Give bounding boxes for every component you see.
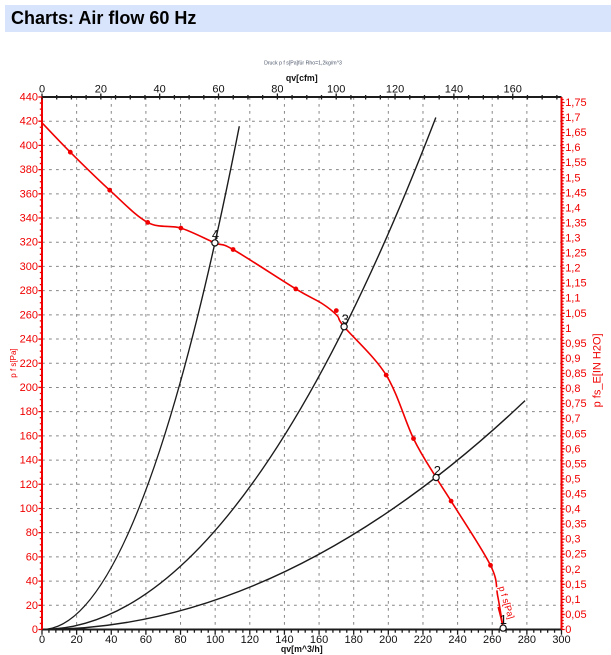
svg-text:qv[cfm]: qv[cfm]: [286, 73, 318, 83]
svg-text:140: 140: [275, 634, 293, 646]
svg-text:40: 40: [154, 84, 166, 96]
svg-text:1,4: 1,4: [565, 202, 580, 214]
svg-text:0,95: 0,95: [565, 338, 586, 350]
svg-text:180: 180: [345, 634, 363, 646]
svg-text:220: 220: [414, 634, 432, 646]
svg-text:Druck p f s[Pa]für Rho=1,2kg/m: Druck p f s[Pa]für Rho=1,2kg/m^3: [264, 61, 342, 67]
svg-text:0,45: 0,45: [565, 488, 586, 500]
svg-text:0,85: 0,85: [565, 368, 586, 380]
svg-text:1,2: 1,2: [565, 263, 580, 275]
svg-text:1,65: 1,65: [565, 127, 586, 139]
svg-text:0,9: 0,9: [565, 353, 580, 365]
svg-text:0,6: 0,6: [565, 443, 580, 455]
svg-text:100: 100: [327, 84, 345, 96]
svg-text:100: 100: [20, 503, 38, 515]
svg-text:0,2: 0,2: [565, 564, 580, 576]
svg-text:20: 20: [95, 84, 107, 96]
svg-text:120: 120: [386, 84, 404, 96]
svg-text:qv[m^3/h]: qv[m^3/h]: [281, 644, 323, 654]
svg-text:160: 160: [310, 634, 328, 646]
svg-text:1,35: 1,35: [565, 217, 586, 229]
svg-text:100: 100: [206, 634, 224, 646]
svg-text:200: 200: [379, 634, 397, 646]
svg-text:0: 0: [565, 624, 571, 636]
svg-text:340: 340: [20, 213, 38, 225]
svg-text:1,75: 1,75: [565, 97, 586, 109]
svg-text:1,55: 1,55: [565, 157, 586, 169]
svg-text:p f s[Pa]: p f s[Pa]: [9, 348, 18, 377]
svg-text:140: 140: [445, 84, 463, 96]
svg-text:220: 220: [20, 358, 38, 370]
svg-text:200: 200: [20, 382, 38, 394]
svg-text:120: 120: [20, 479, 38, 491]
svg-text:0,65: 0,65: [565, 428, 586, 440]
svg-text:1,6: 1,6: [565, 142, 580, 154]
svg-text:80: 80: [271, 84, 283, 96]
svg-text:380: 380: [20, 164, 38, 176]
svg-text:0,55: 0,55: [565, 458, 586, 470]
svg-text:60: 60: [212, 84, 224, 96]
svg-text:0,4: 0,4: [565, 504, 580, 516]
svg-text:1,05: 1,05: [565, 308, 586, 320]
svg-text:0,1: 0,1: [565, 594, 580, 606]
svg-text:0,05: 0,05: [565, 609, 586, 621]
svg-text:0,5: 0,5: [565, 473, 580, 485]
svg-text:0: 0: [39, 84, 45, 96]
svg-text:60: 60: [140, 634, 152, 646]
svg-text:260: 260: [20, 309, 38, 321]
svg-text:20: 20: [71, 634, 83, 646]
svg-text:160: 160: [504, 84, 522, 96]
svg-text:0: 0: [39, 634, 45, 646]
svg-text:120: 120: [241, 634, 259, 646]
svg-text:0,8: 0,8: [565, 383, 580, 395]
svg-text:3: 3: [342, 312, 349, 327]
svg-text:20: 20: [26, 600, 38, 612]
svg-text:p fs_E[IN H2O]: p fs_E[IN H2O]: [592, 333, 604, 407]
svg-text:140: 140: [20, 455, 38, 467]
svg-text:1,15: 1,15: [565, 278, 586, 290]
svg-text:0,3: 0,3: [565, 534, 580, 546]
svg-text:420: 420: [20, 116, 38, 128]
svg-text:0: 0: [32, 624, 38, 636]
svg-text:1,3: 1,3: [565, 233, 580, 245]
svg-text:1,25: 1,25: [565, 248, 586, 260]
svg-text:1,7: 1,7: [565, 112, 580, 124]
svg-text:4: 4: [212, 227, 219, 242]
svg-text:160: 160: [20, 430, 38, 442]
svg-text:280: 280: [518, 634, 536, 646]
svg-text:300: 300: [20, 261, 38, 273]
svg-text:1,1: 1,1: [565, 293, 580, 305]
svg-text:80: 80: [174, 634, 186, 646]
svg-text:240: 240: [448, 634, 466, 646]
svg-text:300: 300: [552, 634, 570, 646]
svg-text:1: 1: [500, 612, 507, 627]
svg-text:360: 360: [20, 188, 38, 200]
svg-text:440: 440: [20, 92, 38, 104]
svg-text:0,7: 0,7: [565, 413, 580, 425]
svg-text:1,5: 1,5: [565, 172, 580, 184]
svg-text:0,35: 0,35: [565, 519, 586, 531]
svg-text:2: 2: [434, 463, 441, 478]
svg-text:40: 40: [105, 634, 117, 646]
svg-text:80: 80: [26, 527, 38, 539]
svg-text:1: 1: [565, 323, 571, 335]
svg-text:0,25: 0,25: [565, 549, 586, 561]
svg-text:260: 260: [483, 634, 501, 646]
svg-text:40: 40: [26, 576, 38, 588]
svg-text:0,75: 0,75: [565, 398, 586, 410]
svg-text:180: 180: [20, 406, 38, 418]
svg-text:240: 240: [20, 334, 38, 346]
svg-text:280: 280: [20, 285, 38, 297]
svg-text:400: 400: [20, 140, 38, 152]
svg-text:60: 60: [26, 551, 38, 563]
svg-text:0,15: 0,15: [565, 579, 586, 591]
svg-text:320: 320: [20, 237, 38, 249]
svg-text:1,45: 1,45: [565, 187, 586, 199]
